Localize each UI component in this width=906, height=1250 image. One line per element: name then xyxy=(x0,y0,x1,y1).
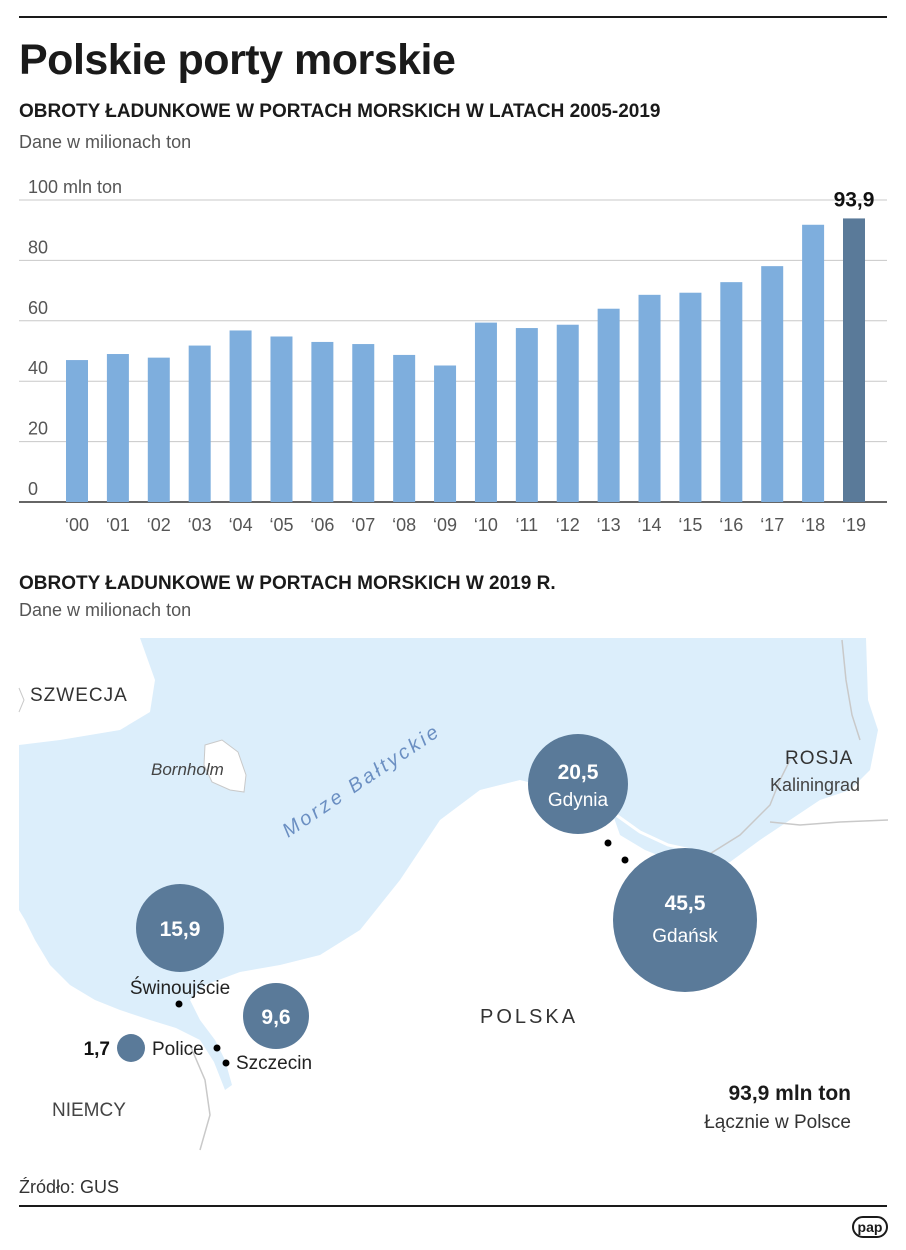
bar xyxy=(679,292,702,502)
x-tick-label: ‘08 xyxy=(392,515,416,535)
szczecin-dot xyxy=(222,1059,230,1067)
x-tick-label: ‘06 xyxy=(310,515,334,535)
x-tick-label: ‘10 xyxy=(474,515,498,535)
bar-data-label: 93,9 xyxy=(834,188,875,211)
gdansk-circle xyxy=(613,848,757,992)
x-tick-label: ‘04 xyxy=(229,515,253,535)
bar xyxy=(474,322,497,502)
bar xyxy=(720,282,743,502)
gdynia-value: 20,5 xyxy=(558,761,599,784)
y-tick-label: 60 xyxy=(28,298,48,318)
border-germany xyxy=(189,1044,211,1151)
gdynia-name: Gdynia xyxy=(548,790,609,811)
x-tick-label: ‘09 xyxy=(433,515,457,535)
top-rule xyxy=(19,16,887,18)
vistula-spit xyxy=(699,759,791,861)
sweden-label: SZWECJA xyxy=(30,685,128,706)
x-tick-label: ‘02 xyxy=(147,515,171,535)
gdynia-circle xyxy=(528,734,628,834)
y-tick-label: 80 xyxy=(28,237,48,257)
baltic-sea-shape xyxy=(19,638,878,1090)
x-tick-label: ‘11 xyxy=(515,515,538,535)
chart-unit-note: Dane w milionach ton xyxy=(19,132,192,152)
x-tick-label: ‘03 xyxy=(188,515,212,535)
map-subtitle: OBROTY ŁADUNKOWE W PORTACH MORSKICH W 20… xyxy=(19,573,556,594)
police-dot xyxy=(213,1044,221,1052)
pap-logo: pap xyxy=(852,1216,888,1238)
bar xyxy=(352,344,375,502)
swinoujscie-dot xyxy=(175,1000,183,1008)
border-russia xyxy=(769,819,889,826)
y-tick-label: 40 xyxy=(28,358,48,378)
bar xyxy=(106,354,129,502)
y-tick-label: 0 xyxy=(28,479,38,499)
police-value: 1,7 xyxy=(84,1039,110,1060)
bar xyxy=(556,324,579,502)
total-value: 93,9 mln ton xyxy=(728,1082,851,1105)
bar xyxy=(393,354,416,502)
bar xyxy=(843,218,865,502)
gdynia-dot xyxy=(604,839,612,847)
x-tick-label: ‘00 xyxy=(65,515,89,535)
gdansk-value: 45,5 xyxy=(665,892,706,915)
kaliningrad-label: Kaliningrad xyxy=(770,775,860,795)
bornholm-label: Bornholm xyxy=(151,760,224,779)
x-tick-label: ‘19 xyxy=(842,515,866,535)
chart-subtitle: OBROTY ŁADUNKOWE W PORTACH MORSKICH W LA… xyxy=(19,101,661,122)
bornholm-island xyxy=(203,739,247,793)
x-tick-label: ‘07 xyxy=(351,515,375,535)
bar xyxy=(515,328,538,502)
curonian-spit xyxy=(841,639,861,741)
x-tick-label: ‘15 xyxy=(678,515,702,535)
swinoujscie-circle xyxy=(136,884,224,972)
x-tick-label: ‘13 xyxy=(597,515,621,535)
szczecin-value: 9,6 xyxy=(261,1006,290,1029)
map-unit-note: Dane w milionach ton xyxy=(19,600,192,620)
x-tick-label: ‘14 xyxy=(638,515,662,535)
y-axis-labels: 0 20 40 60 80 100 mln ton xyxy=(28,177,122,499)
x-tick-label: ‘01 xyxy=(106,515,130,535)
gdansk-dot xyxy=(621,856,629,864)
page-title: Polskie porty morskie xyxy=(19,36,456,84)
x-tick-label: ‘18 xyxy=(801,515,825,535)
x-tick-label: ‘16 xyxy=(719,515,743,535)
bar xyxy=(66,360,88,502)
bar xyxy=(638,294,661,502)
bars: 93,9 xyxy=(66,188,874,502)
gdansk-name: Gdańsk xyxy=(652,926,718,947)
police-circle xyxy=(117,1034,145,1062)
poland-label: POLSKA xyxy=(480,1006,578,1028)
bar xyxy=(761,266,784,502)
x-tick-label: ‘12 xyxy=(556,515,580,535)
bar xyxy=(147,357,170,502)
x-tick-label: ‘05 xyxy=(269,515,293,535)
russia-label: ROSJA xyxy=(785,748,853,769)
swinoujscie-value: 15,9 xyxy=(160,918,201,941)
x-axis-labels: ‘00 ‘01 ‘02 ‘03 ‘04 ‘05 ‘06 ‘07 ‘08 ‘09 ‘10 ‘11 ‘12 ‘… xyxy=(65,515,866,535)
szczecin-name: Szczecin xyxy=(236,1053,312,1074)
bar xyxy=(434,365,457,502)
szczecin-circle xyxy=(243,983,309,1049)
total-label: Łącznie w Polsce xyxy=(704,1112,851,1133)
bar xyxy=(802,224,825,502)
police-name: Police xyxy=(152,1039,204,1060)
x-tick-label: ‘17 xyxy=(760,515,784,535)
germany-label: NIEMCY xyxy=(52,1100,126,1121)
bar xyxy=(311,341,334,502)
bottom-rule xyxy=(19,1205,887,1207)
bar xyxy=(597,308,620,502)
sweden-coast xyxy=(18,687,25,713)
bar xyxy=(229,330,252,502)
bar xyxy=(270,336,293,502)
swinoujscie-name: Świnoujście xyxy=(130,977,230,999)
port-map: 45,5 Gdańsk 20,5 Gdynia 15,9 Świnoujście… xyxy=(18,638,889,1151)
bar xyxy=(188,345,211,502)
y-tick-label: 100 mln ton xyxy=(28,177,122,197)
y-tick-label: 20 xyxy=(28,419,48,439)
source-note: Źródło: GUS xyxy=(19,1177,120,1197)
